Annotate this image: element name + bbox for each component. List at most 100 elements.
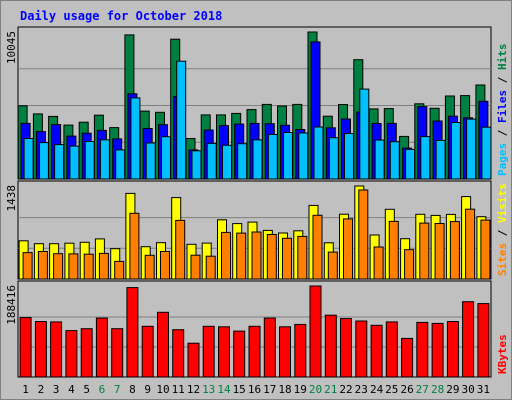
x-tick-label: 24 xyxy=(370,383,384,396)
bar-sites-day-24 xyxy=(373,246,384,280)
bar-sites-day-9 xyxy=(144,254,155,280)
bar-sites-day-23 xyxy=(358,189,369,280)
x-tick-label: 28 xyxy=(431,383,444,396)
bar-sites-day-3 xyxy=(53,253,64,280)
bar-pages-day-22 xyxy=(344,133,354,180)
bar-sites-day-4 xyxy=(68,253,79,280)
bar-sites-day-20 xyxy=(312,214,323,280)
bar-pages-day-4 xyxy=(69,145,80,180)
bar-kbytes-day-18 xyxy=(279,326,291,378)
bar-sites-day-7 xyxy=(114,260,125,280)
bar-sites-day-6 xyxy=(98,252,109,280)
bar-kbytes-day-17 xyxy=(263,317,276,378)
bar-pages-day-18 xyxy=(283,132,293,180)
bar-kbytes-day-19 xyxy=(294,323,307,378)
bar-kbytes-day-23 xyxy=(355,320,368,378)
bar-kbytes-day-5 xyxy=(80,328,93,378)
bar-kbytes-day-30 xyxy=(462,301,475,378)
bar-pages-day-27 xyxy=(420,136,431,180)
bar-pages-day-14 xyxy=(222,144,232,180)
x-tick-label: 25 xyxy=(385,383,398,396)
x-tick-label: 4 xyxy=(68,383,75,396)
bar-kbytes-day-15 xyxy=(233,330,246,378)
x-tick-label: 20 xyxy=(309,383,322,396)
legend-entry: / xyxy=(496,223,509,243)
bar-pages-day-8 xyxy=(130,97,141,180)
bar-pages-day-9 xyxy=(145,142,156,180)
bar-kbytes-day-16 xyxy=(248,325,261,378)
bar-kbytes-day-27 xyxy=(416,321,429,378)
bar-kbytes-day-24 xyxy=(370,324,383,378)
legend-entry: KBytes xyxy=(496,334,509,374)
x-tick-label: 12 xyxy=(187,383,200,396)
x-tick-label: 30 xyxy=(461,383,474,396)
bar-pages-day-10 xyxy=(161,136,171,180)
bar-pages-day-19 xyxy=(298,132,309,180)
bar-sites-day-28 xyxy=(434,223,445,280)
x-tick-label: 19 xyxy=(294,383,307,396)
bar-kbytes-day-28 xyxy=(431,322,444,378)
bar-kbytes-day-7 xyxy=(111,328,124,378)
bar-pages-day-31 xyxy=(481,126,492,180)
bar-pages-day-2 xyxy=(38,142,49,180)
bar-kbytes-day-9 xyxy=(141,325,154,378)
bar-sites-day-25 xyxy=(388,220,399,280)
bar-kbytes-day-21 xyxy=(324,314,337,378)
bar-pages-day-17 xyxy=(267,134,278,180)
bar-sites-day-11 xyxy=(175,219,186,280)
bar-pages-day-25 xyxy=(389,141,400,180)
x-tick-label: 21 xyxy=(324,383,337,396)
bar-pages-day-20 xyxy=(313,126,324,180)
x-tick-label: 27 xyxy=(416,383,429,396)
bar-sites-day-18 xyxy=(282,237,292,280)
bar-pages-day-1 xyxy=(23,138,34,180)
legend-entry: Sites xyxy=(496,243,509,276)
bar-pages-day-11 xyxy=(176,60,187,180)
bar-sites-day-14 xyxy=(221,231,231,280)
bar-kbytes-day-8 xyxy=(126,287,139,378)
legend-entry: / xyxy=(496,70,509,90)
x-tick-label: 10 xyxy=(156,383,169,396)
bar-pages-day-21 xyxy=(328,137,339,180)
bar-pages-day-6 xyxy=(99,139,110,180)
bar-kbytes-day-20 xyxy=(309,285,322,378)
bar-pages-day-28 xyxy=(435,139,446,180)
bar-pages-day-29 xyxy=(450,122,461,180)
bar-pages-day-16 xyxy=(252,139,263,180)
bar-kbytes-day-6 xyxy=(95,317,108,378)
x-tick-label: 31 xyxy=(477,383,490,396)
panel-bottom-legend: KBytes xyxy=(496,334,509,374)
legend-entry: Hits xyxy=(496,44,509,71)
x-tick-label: 15 xyxy=(233,383,246,396)
bar-kbytes-day-26 xyxy=(401,337,414,378)
panel-middle-ymax-label: 1438 xyxy=(5,185,18,212)
bar-kbytes-day-13 xyxy=(202,325,215,378)
x-tick-label: 14 xyxy=(217,383,231,396)
bar-kbytes-day-2 xyxy=(34,321,47,378)
bar-sites-day-21 xyxy=(327,251,338,280)
x-tick-label: 29 xyxy=(446,383,459,396)
bar-pages-day-13 xyxy=(206,142,217,180)
bar-pages-day-24 xyxy=(374,139,385,180)
bar-kbytes-day-29 xyxy=(446,321,459,378)
bar-sites-day-15 xyxy=(236,232,247,280)
panel-top-ymax-label: 10045 xyxy=(5,31,18,64)
bar-sites-day-27 xyxy=(419,222,430,280)
bar-kbytes-day-10 xyxy=(157,311,169,378)
bar-sites-day-1 xyxy=(22,252,33,280)
bar-pages-day-23 xyxy=(359,88,370,180)
bar-sites-day-17 xyxy=(266,234,277,280)
x-tick-label: 6 xyxy=(99,383,106,396)
x-tick-label: 23 xyxy=(355,383,368,396)
bar-sites-day-22 xyxy=(343,218,353,280)
x-tick-label: 9 xyxy=(144,383,151,396)
bar-sites-day-2 xyxy=(37,251,48,280)
bar-kbytes-day-14 xyxy=(218,326,230,378)
bar-sites-day-10 xyxy=(160,251,170,280)
x-tick-label: 3 xyxy=(53,383,60,396)
bar-sites-day-5 xyxy=(83,253,94,280)
bar-pages-day-26 xyxy=(405,148,416,180)
bar-pages-day-30 xyxy=(466,118,477,180)
